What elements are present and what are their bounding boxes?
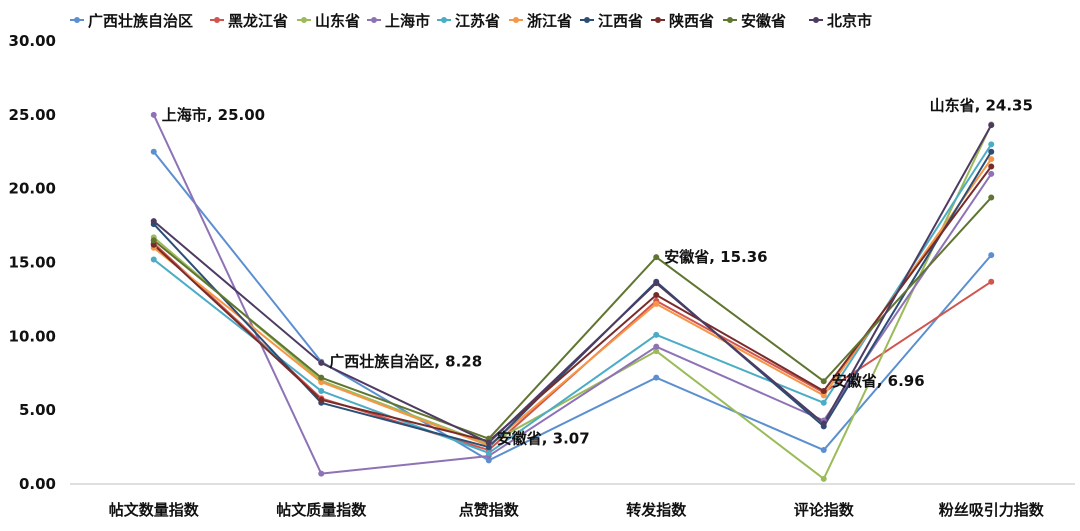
data-point <box>988 141 995 148</box>
legend-label: 上海市 <box>385 12 430 30</box>
data-point <box>653 331 660 338</box>
data-point <box>988 170 995 177</box>
y-tick-label: 30.00 <box>9 32 56 50</box>
data-point <box>988 194 995 201</box>
data-label: 上海市, 25.00 <box>162 106 265 124</box>
y-tick-label: 10.00 <box>9 327 56 345</box>
annotations-group: 上海市, 25.00 广西壮族自治区, 8.28 安徽省, 3.07 安徽省, 15.… <box>162 96 1033 447</box>
legend-swatch-marker <box>727 17 733 23</box>
data-point <box>820 399 827 406</box>
data-point <box>150 256 157 263</box>
data-point <box>988 122 995 129</box>
data-point <box>485 449 492 456</box>
legend-swatch-marker <box>371 17 377 23</box>
data-point <box>653 300 660 307</box>
data-point <box>988 278 995 285</box>
legend-swatch-marker <box>441 17 447 23</box>
y-tick-label: 20.00 <box>9 180 56 198</box>
data-point <box>820 475 827 482</box>
data-point <box>653 374 660 381</box>
data-point <box>150 218 157 225</box>
data-point <box>988 163 995 170</box>
data-label: 安徽省, 6.96 <box>832 372 925 390</box>
y-tick-label: 5.00 <box>19 401 56 419</box>
series-line <box>152 151 993 462</box>
data-point <box>150 241 157 248</box>
legend-swatch-marker <box>74 17 80 23</box>
data-point <box>318 387 325 394</box>
data-point <box>653 280 660 287</box>
legend: 广西壮族自治区 黑龙江省 山东省 上海市 江苏省 浙江省 江西省 陕西省 安徽省 北京市 <box>70 12 872 30</box>
x-tick-label: 帖文数量指数 <box>109 501 200 519</box>
data-point <box>653 254 660 261</box>
data-point <box>820 387 827 394</box>
data-point <box>318 396 325 403</box>
legend-swatch-marker <box>655 17 661 23</box>
data-label: 安徽省, 3.07 <box>497 430 590 448</box>
series-line <box>153 124 993 480</box>
data-point <box>150 111 157 118</box>
data-label: 安徽省, 15.36 <box>664 248 767 266</box>
data-label: 山东省, 24.35 <box>930 96 1033 114</box>
legend-swatch-marker <box>513 17 519 23</box>
y-tick-label: 25.00 <box>9 106 56 124</box>
x-tick-label: 点赞指数 <box>459 501 520 519</box>
data-point <box>318 379 325 386</box>
data-point <box>820 392 827 399</box>
y-tick-label: 0.00 <box>19 475 56 493</box>
legend-swatch-marker <box>301 17 307 23</box>
data-point <box>653 291 660 298</box>
data-point <box>318 359 325 366</box>
data-point <box>485 439 492 446</box>
data-point <box>318 470 325 477</box>
legend-label: 北京市 <box>827 12 872 30</box>
series-lines-group <box>152 114 993 480</box>
legend-label: 山东省 <box>315 12 360 30</box>
series-points-group <box>150 111 995 482</box>
legend-swatch-marker <box>214 17 220 23</box>
legend-label: 江西省 <box>598 12 643 30</box>
series-line <box>153 143 993 454</box>
series-line <box>153 158 993 447</box>
data-point <box>485 444 492 451</box>
y-tick-label: 15.00 <box>9 254 56 272</box>
legend-swatch-marker <box>813 17 819 23</box>
data-point <box>485 457 492 464</box>
legend-label: 广西壮族自治区 <box>88 12 193 30</box>
series-line <box>153 165 993 443</box>
x-tick-label: 粉丝吸引力指数 <box>939 501 1045 519</box>
series-line <box>153 196 992 440</box>
legend-label: 江苏省 <box>455 12 500 30</box>
data-point <box>988 156 995 163</box>
data-point <box>820 378 827 385</box>
series-line <box>153 124 993 444</box>
legend-label: 浙江省 <box>527 12 572 30</box>
data-point <box>820 447 827 454</box>
legend-label: 安徽省 <box>741 12 786 30</box>
data-point <box>653 348 660 355</box>
axes-group: 0.00 5.00 10.00 15.00 20.00 25.00 30.00 帖文数量指数 帖… <box>9 32 1075 519</box>
x-tick-label: 转发指数 <box>626 501 687 519</box>
legend-label: 陕西省 <box>669 12 714 30</box>
legend-label: 黑龙江省 <box>228 12 288 30</box>
x-tick-label: 评论指数 <box>794 501 855 519</box>
data-point <box>653 343 660 350</box>
data-point <box>988 252 995 259</box>
data-point <box>820 420 827 427</box>
data-point <box>150 148 157 155</box>
x-tick-label: 帖文质量指数 <box>276 501 367 519</box>
data-point <box>988 148 995 155</box>
legend-swatch-marker <box>584 17 590 23</box>
data-point <box>318 374 325 381</box>
data-point <box>150 237 157 244</box>
data-label: 广西壮族自治区, 8.28 <box>329 353 482 371</box>
